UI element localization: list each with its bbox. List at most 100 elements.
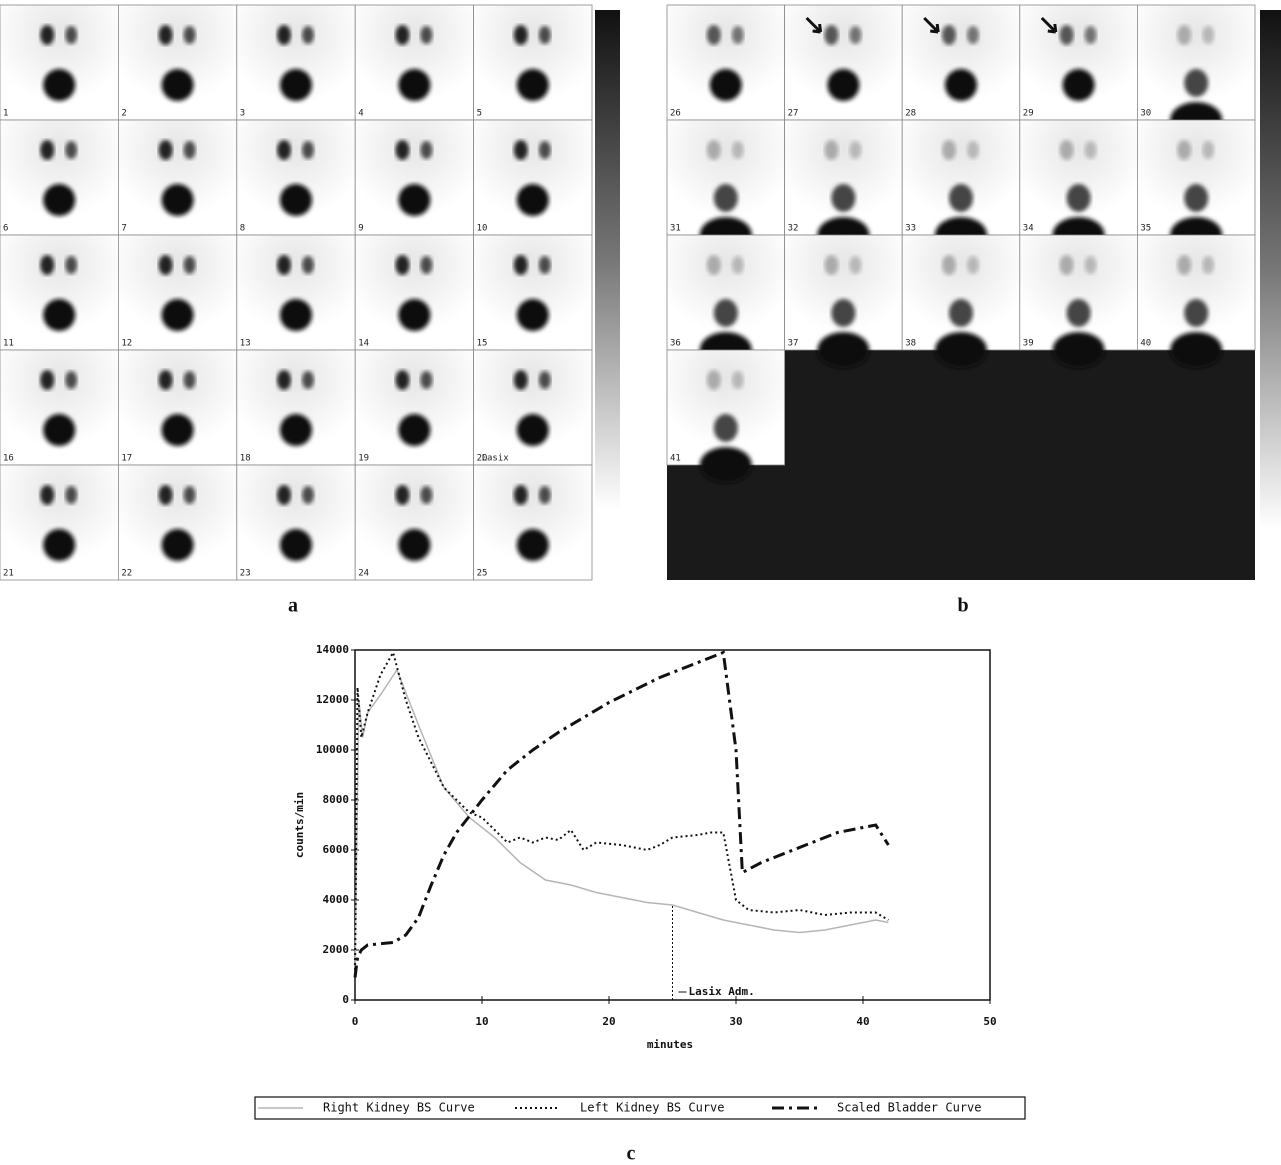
kidney [849,141,862,159]
bladder [280,529,312,561]
frame [118,349,238,466]
frame [0,349,119,466]
kidney [40,255,55,275]
frame-number: 1 [3,109,8,119]
frame-number: 33 [905,224,916,234]
bladder [1184,299,1209,327]
bladder [43,529,76,561]
frame-number: 3 [240,109,245,119]
kidney [1059,140,1074,160]
x-tick-label: 10 [475,1015,488,1028]
color-bar [595,10,620,510]
kidney [183,371,196,389]
bladder [398,299,431,331]
line-series [353,650,890,978]
y-tick-label: 2000 [323,943,350,956]
frame [236,119,356,236]
kidney [277,25,291,45]
kidney [158,485,173,505]
frame-number: 16 [3,454,14,464]
frame [118,464,238,581]
kidney [277,485,291,505]
arrow [1040,16,1058,34]
kidney [420,486,433,504]
bladder [280,299,312,331]
frame-number: 36 [670,339,681,349]
frame-number: 2 [121,109,126,119]
kidney [538,256,551,274]
frame [354,234,475,351]
bladder [43,69,76,101]
frame-number: 10 [477,224,488,234]
kidney [277,255,291,275]
bladder [713,299,738,327]
kidney [65,371,78,389]
bladder [1184,69,1209,97]
bladder [516,184,549,216]
frame-number: 40 [1140,339,1151,349]
bladder [398,69,431,101]
kidney [183,256,196,274]
bladder [398,184,431,216]
frame-number: 41 [670,454,681,464]
kidney [706,25,721,45]
kidney [513,255,528,275]
kidney [183,26,196,44]
frame [473,349,593,466]
bladder [161,299,194,331]
frame [473,234,593,351]
frame [473,119,593,236]
frame [666,234,785,351]
kidney [1177,255,1192,275]
kidney [1177,25,1192,45]
bladder [516,529,549,561]
frame-number: 39 [1023,339,1034,349]
kidney [158,25,173,45]
frame [0,234,119,351]
bladder [713,184,738,212]
frame [1019,4,1138,121]
kidney [706,370,721,390]
kidney [302,26,314,44]
kidney [277,140,291,160]
kidney [513,370,528,390]
line-series [354,649,889,976]
frame [118,234,238,351]
kidney [731,256,744,274]
kidney [1084,141,1097,159]
kidney [183,141,196,159]
kidney [824,140,839,160]
kidney [538,26,551,44]
kidney [967,256,979,274]
kidney [1177,140,1192,160]
frame-number: 5 [477,109,482,119]
panel-label: c [627,1143,636,1165]
kidney [395,255,410,275]
frame-number: 20 [477,454,488,464]
x-axis-label: minutes [647,1038,693,1051]
frame [354,4,475,121]
bladder [161,69,194,101]
frame [901,119,1021,236]
artifact [1170,332,1223,368]
color-bar [1260,10,1281,530]
x-tick-label: 50 [983,1015,996,1028]
artifact [699,447,752,483]
bladder [161,184,194,216]
bladder [280,414,312,446]
kidney [395,485,410,505]
frame-number: 26 [670,109,681,119]
kidney [942,25,956,45]
kidney [302,371,314,389]
kidney [420,256,433,274]
kidney [824,25,839,45]
kidney [302,256,314,274]
frame-number: 13 [240,339,251,349]
bladder [827,69,860,101]
kidney [65,256,78,274]
kidney [824,255,839,275]
frame-number: 24 [358,569,369,579]
frame [666,4,785,121]
kidney [1059,255,1074,275]
frame-number: 15 [477,339,488,349]
